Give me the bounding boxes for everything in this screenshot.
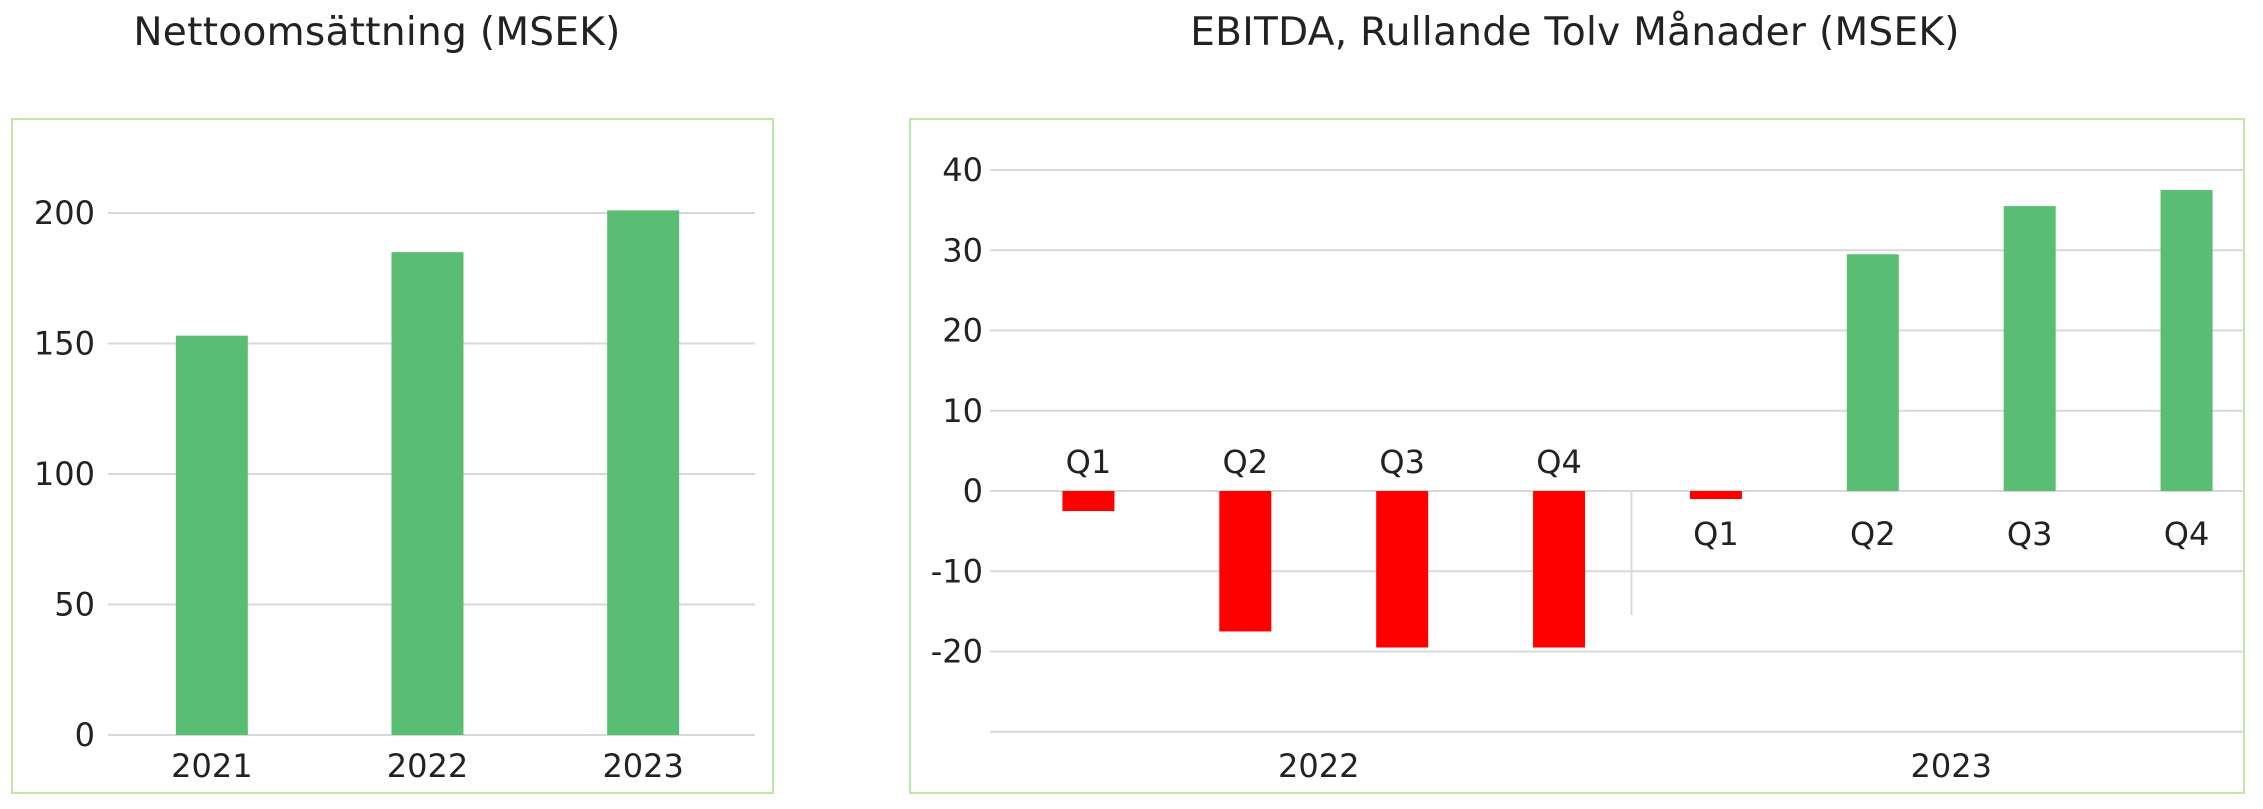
bar-2023-Q1 (1689, 491, 1742, 500)
group-label: 2022 (1278, 747, 1359, 785)
bar-2023-Q3 (2003, 206, 2056, 492)
quarter-label: Q2 (1850, 515, 1896, 553)
x-tick-label: 2021 (171, 747, 252, 785)
y-tick-label: -20 (931, 633, 983, 671)
y-tick-label: 10 (942, 392, 983, 430)
revenue-chart-panel (11, 118, 774, 794)
ebitda-chart-title: EBITDA, Rullande Tolv Månader (MSEK) (1190, 10, 1960, 55)
x-tick-label: 2023 (602, 747, 683, 785)
y-tick-label: 150 (34, 325, 95, 363)
quarter-label: Q3 (1379, 443, 1425, 481)
bar-2023 (607, 210, 680, 735)
x-tick-label: 2022 (387, 747, 468, 785)
y-tick-label: 100 (34, 455, 95, 493)
bar-2022-Q3 (1376, 491, 1429, 648)
y-tick-label: 40 (942, 151, 983, 189)
y-tick-label: 20 (942, 312, 983, 350)
ebitda-chart-panel (909, 118, 2245, 794)
revenue-chart-title: Nettoomsättning (MSEK) (133, 10, 621, 55)
quarter-label: Q4 (2164, 515, 2210, 553)
quarter-label: Q1 (1693, 515, 1739, 553)
y-tick-label: 200 (34, 194, 95, 232)
quarter-label: Q4 (1536, 443, 1582, 481)
bar-2022 (391, 252, 464, 735)
group-label: 2023 (1911, 747, 1992, 785)
bar-2023-Q4 (2160, 190, 2213, 491)
y-tick-label: 30 (942, 231, 983, 269)
y-tick-label: -10 (931, 552, 983, 590)
bar-2021 (175, 335, 248, 735)
bar-2022-Q2 (1219, 491, 1272, 632)
y-tick-label: 50 (54, 586, 95, 624)
bar-2023-Q2 (1846, 254, 1899, 491)
y-tick-label: 0 (75, 716, 95, 754)
bar-2022-Q1 (1062, 491, 1115, 512)
quarter-label: Q2 (1223, 443, 1269, 481)
quarter-label: Q1 (1066, 443, 1112, 481)
bar-2022-Q4 (1533, 491, 1586, 648)
quarter-label: Q3 (2007, 515, 2053, 553)
y-tick-label: 0 (963, 472, 983, 510)
